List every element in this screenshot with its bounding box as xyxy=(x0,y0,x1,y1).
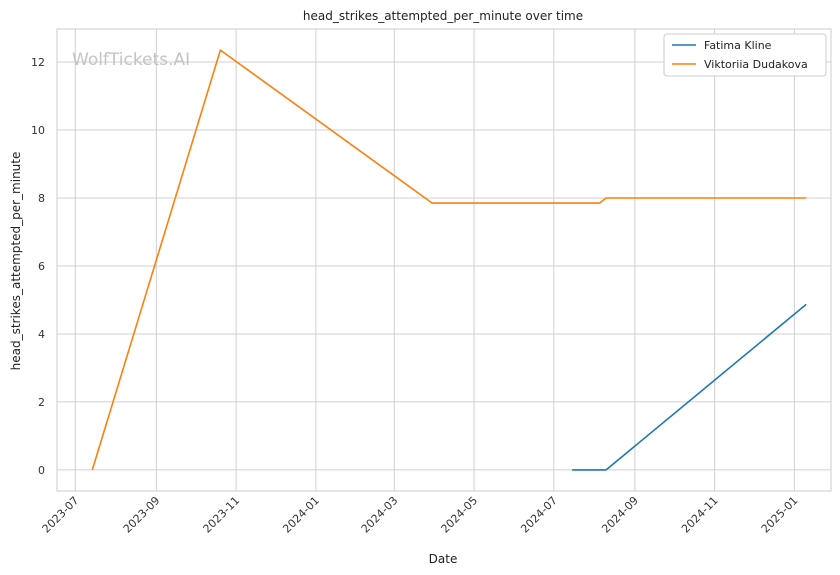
x-tick-label: 2024-09 xyxy=(599,494,641,536)
legend-label-viktoriia-dudakova: Viktoriia Dudakova xyxy=(704,58,808,71)
x-tick-label: 2023-09 xyxy=(121,494,163,536)
x-tick-label: 2024-07 xyxy=(518,494,560,536)
x-tick-label: 2023-07 xyxy=(40,494,82,536)
legend: Fatima Kline Viktoriia Dudakova xyxy=(663,33,827,77)
series-line-fatima-kline xyxy=(572,303,807,471)
x-axis-ticks: 2023-07 2023-09 2023-11 2024-01 2024-03 2024-… xyxy=(40,494,801,536)
x-tick-label: 2024-03 xyxy=(359,494,401,536)
plot-area-frame xyxy=(56,28,832,492)
y-tick-label: 6 xyxy=(38,260,45,273)
x-tick-label: 2024-01 xyxy=(280,494,322,536)
y-tick-label: 12 xyxy=(31,56,45,69)
x-tick-label: 2023-11 xyxy=(201,494,243,536)
y-axis-ticks: 0 2 4 6 8 10 12 xyxy=(31,56,45,477)
x-tick-label: 2024-11 xyxy=(679,494,721,536)
x-axis-label: Date xyxy=(429,552,458,566)
legend-box xyxy=(663,33,827,77)
y-tick-label: 2 xyxy=(38,396,45,409)
y-axis-label: head_strikes_attempted_per_minute xyxy=(9,152,23,371)
grid xyxy=(57,29,831,491)
chart-title: head_strikes_attempted_per_minute over t… xyxy=(303,9,583,23)
y-tick-label: 10 xyxy=(31,124,45,137)
series-lines xyxy=(91,49,807,471)
y-tick-label: 4 xyxy=(38,328,45,341)
legend-label-fatima-kline: Fatima Kline xyxy=(704,39,772,52)
x-tick-label: 2024-05 xyxy=(438,494,480,536)
x-tick-label: 2025-01 xyxy=(759,494,801,536)
y-tick-label: 0 xyxy=(38,464,45,477)
y-tick-label: 8 xyxy=(38,192,45,205)
series-line-viktoriia-dudakova xyxy=(91,49,807,471)
watermark: WolfTickets.AI xyxy=(72,50,190,70)
